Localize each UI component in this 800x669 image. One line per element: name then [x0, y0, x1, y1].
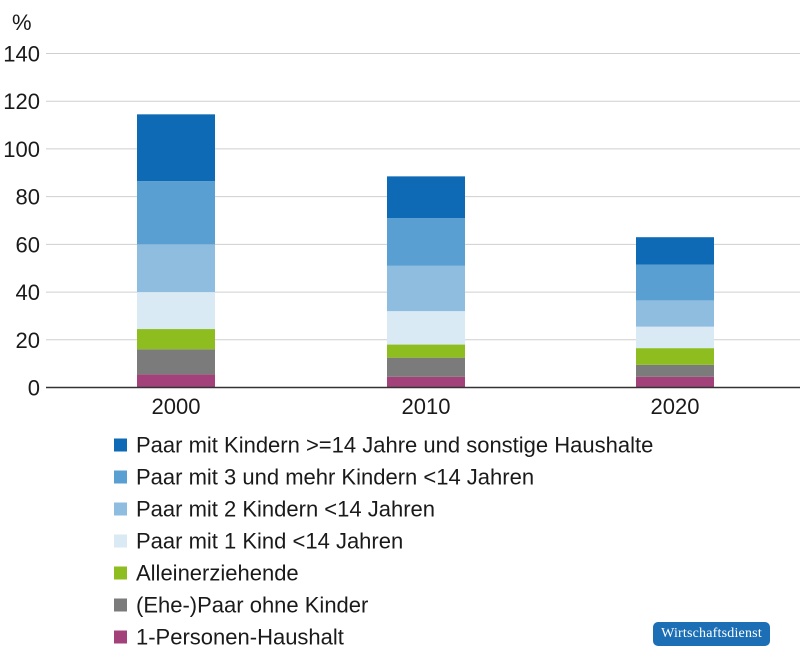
y-tick-label: 40 [16, 280, 40, 305]
legend-label: Paar mit 2 Kindern <14 Jahren [136, 497, 435, 522]
bar-segment-2010-1-personen-haushalt [387, 376, 465, 388]
bar-segment-2000-paar-mit-3-und-mehr-kindern-14-jahren [137, 181, 215, 245]
bar-segment-2020-paar-mit-kindern-14-jahre-und-sonstige-haushalte [636, 237, 714, 265]
legend-label: Paar mit 1 Kind <14 Jahren [136, 529, 403, 554]
y-tick-label: 60 [16, 232, 40, 257]
y-tick-label: 0 [28, 376, 40, 401]
legend-label: Alleinerziehende [136, 561, 299, 586]
bar-segment-2000-alleinerziehende [137, 329, 215, 350]
y-axis-unit-label: % [12, 10, 32, 35]
legend-item: Alleinerziehende [114, 561, 299, 586]
bars [137, 114, 714, 388]
bar-segment-2010-paar-mit-1-kind-14-jahren [387, 311, 465, 345]
legend-swatch [114, 470, 127, 484]
legend-swatch [114, 630, 127, 644]
bar-segment-2000-paar-mit-1-kind-14-jahren [137, 292, 215, 330]
bar-segment-2000-ehe-paar-ohne-kinder [137, 349, 215, 375]
x-tick-label: 2010 [402, 394, 451, 419]
y-tick-label: 20 [16, 328, 40, 353]
legend-label: 1-Personen-Haushalt [136, 625, 344, 650]
bar-stack-2010 [387, 176, 465, 388]
legend-item: Paar mit 2 Kindern <14 Jahren [114, 497, 435, 522]
bar-segment-2020-ehe-paar-ohne-kinder [636, 364, 714, 377]
legend: Paar mit Kindern >=14 Jahre und sonstige… [114, 433, 653, 650]
legend-item: Paar mit 3 und mehr Kindern <14 Jahren [114, 465, 534, 490]
legend-swatch [114, 534, 127, 548]
y-tick-label: 80 [16, 185, 40, 210]
bar-segment-2000-paar-mit-kindern-14-jahre-und-sonstige-haushalte [137, 114, 215, 182]
legend-item: (Ehe-)Paar ohne Kinder [114, 593, 368, 618]
legend-swatch [114, 598, 127, 612]
bar-stack-2000 [137, 114, 215, 388]
legend-item: Paar mit 1 Kind <14 Jahren [114, 529, 403, 554]
bar-segment-2020-paar-mit-2-kindern-14-jahren [636, 300, 714, 327]
x-tick-label: 2020 [651, 394, 700, 419]
x-tick-label: 2000 [152, 394, 201, 419]
bar-stack-2020 [636, 237, 714, 388]
legend-item: Paar mit Kindern >=14 Jahre und sonstige… [114, 433, 653, 458]
legend-label: Paar mit Kindern >=14 Jahre und sonstige… [136, 433, 653, 458]
bar-segment-2020-1-personen-haushalt [636, 376, 714, 388]
bar-segment-2020-alleinerziehende [636, 348, 714, 365]
legend-label: (Ehe-)Paar ohne Kinder [136, 593, 368, 618]
bar-segment-2010-alleinerziehende [387, 344, 465, 358]
legend-swatch [114, 566, 127, 580]
legend-swatch [114, 438, 127, 452]
bar-segment-2000-paar-mit-2-kindern-14-jahren [137, 244, 215, 293]
y-tick-label: 120 [3, 89, 40, 114]
legend-item: 1-Personen-Haushalt [114, 625, 344, 650]
bar-segment-2020-paar-mit-3-und-mehr-kindern-14-jahren [636, 264, 714, 301]
bar-segment-2010-ehe-paar-ohne-kinder [387, 357, 465, 377]
bar-segment-2010-paar-mit-3-und-mehr-kindern-14-jahren [387, 218, 465, 266]
y-axis-ticks: 0 20 40 60 80 100 120 140 [3, 42, 40, 401]
bar-segment-2010-paar-mit-kindern-14-jahre-und-sonstige-haushalte [387, 176, 465, 219]
bar-segment-2000-1-personen-haushalt [137, 374, 215, 388]
legend-label: Paar mit 3 und mehr Kindern <14 Jahren [136, 465, 534, 490]
y-tick-label: 100 [3, 137, 40, 162]
legend-swatch [114, 502, 127, 516]
bar-segment-2020-paar-mit-1-kind-14-jahren [636, 326, 714, 349]
bar-segment-2010-paar-mit-2-kindern-14-jahren [387, 265, 465, 312]
x-axis-ticks: 2000 2010 2020 [152, 394, 700, 419]
brand-logo: Wirtschaftsdienst [653, 622, 770, 646]
y-tick-label: 140 [3, 42, 40, 67]
